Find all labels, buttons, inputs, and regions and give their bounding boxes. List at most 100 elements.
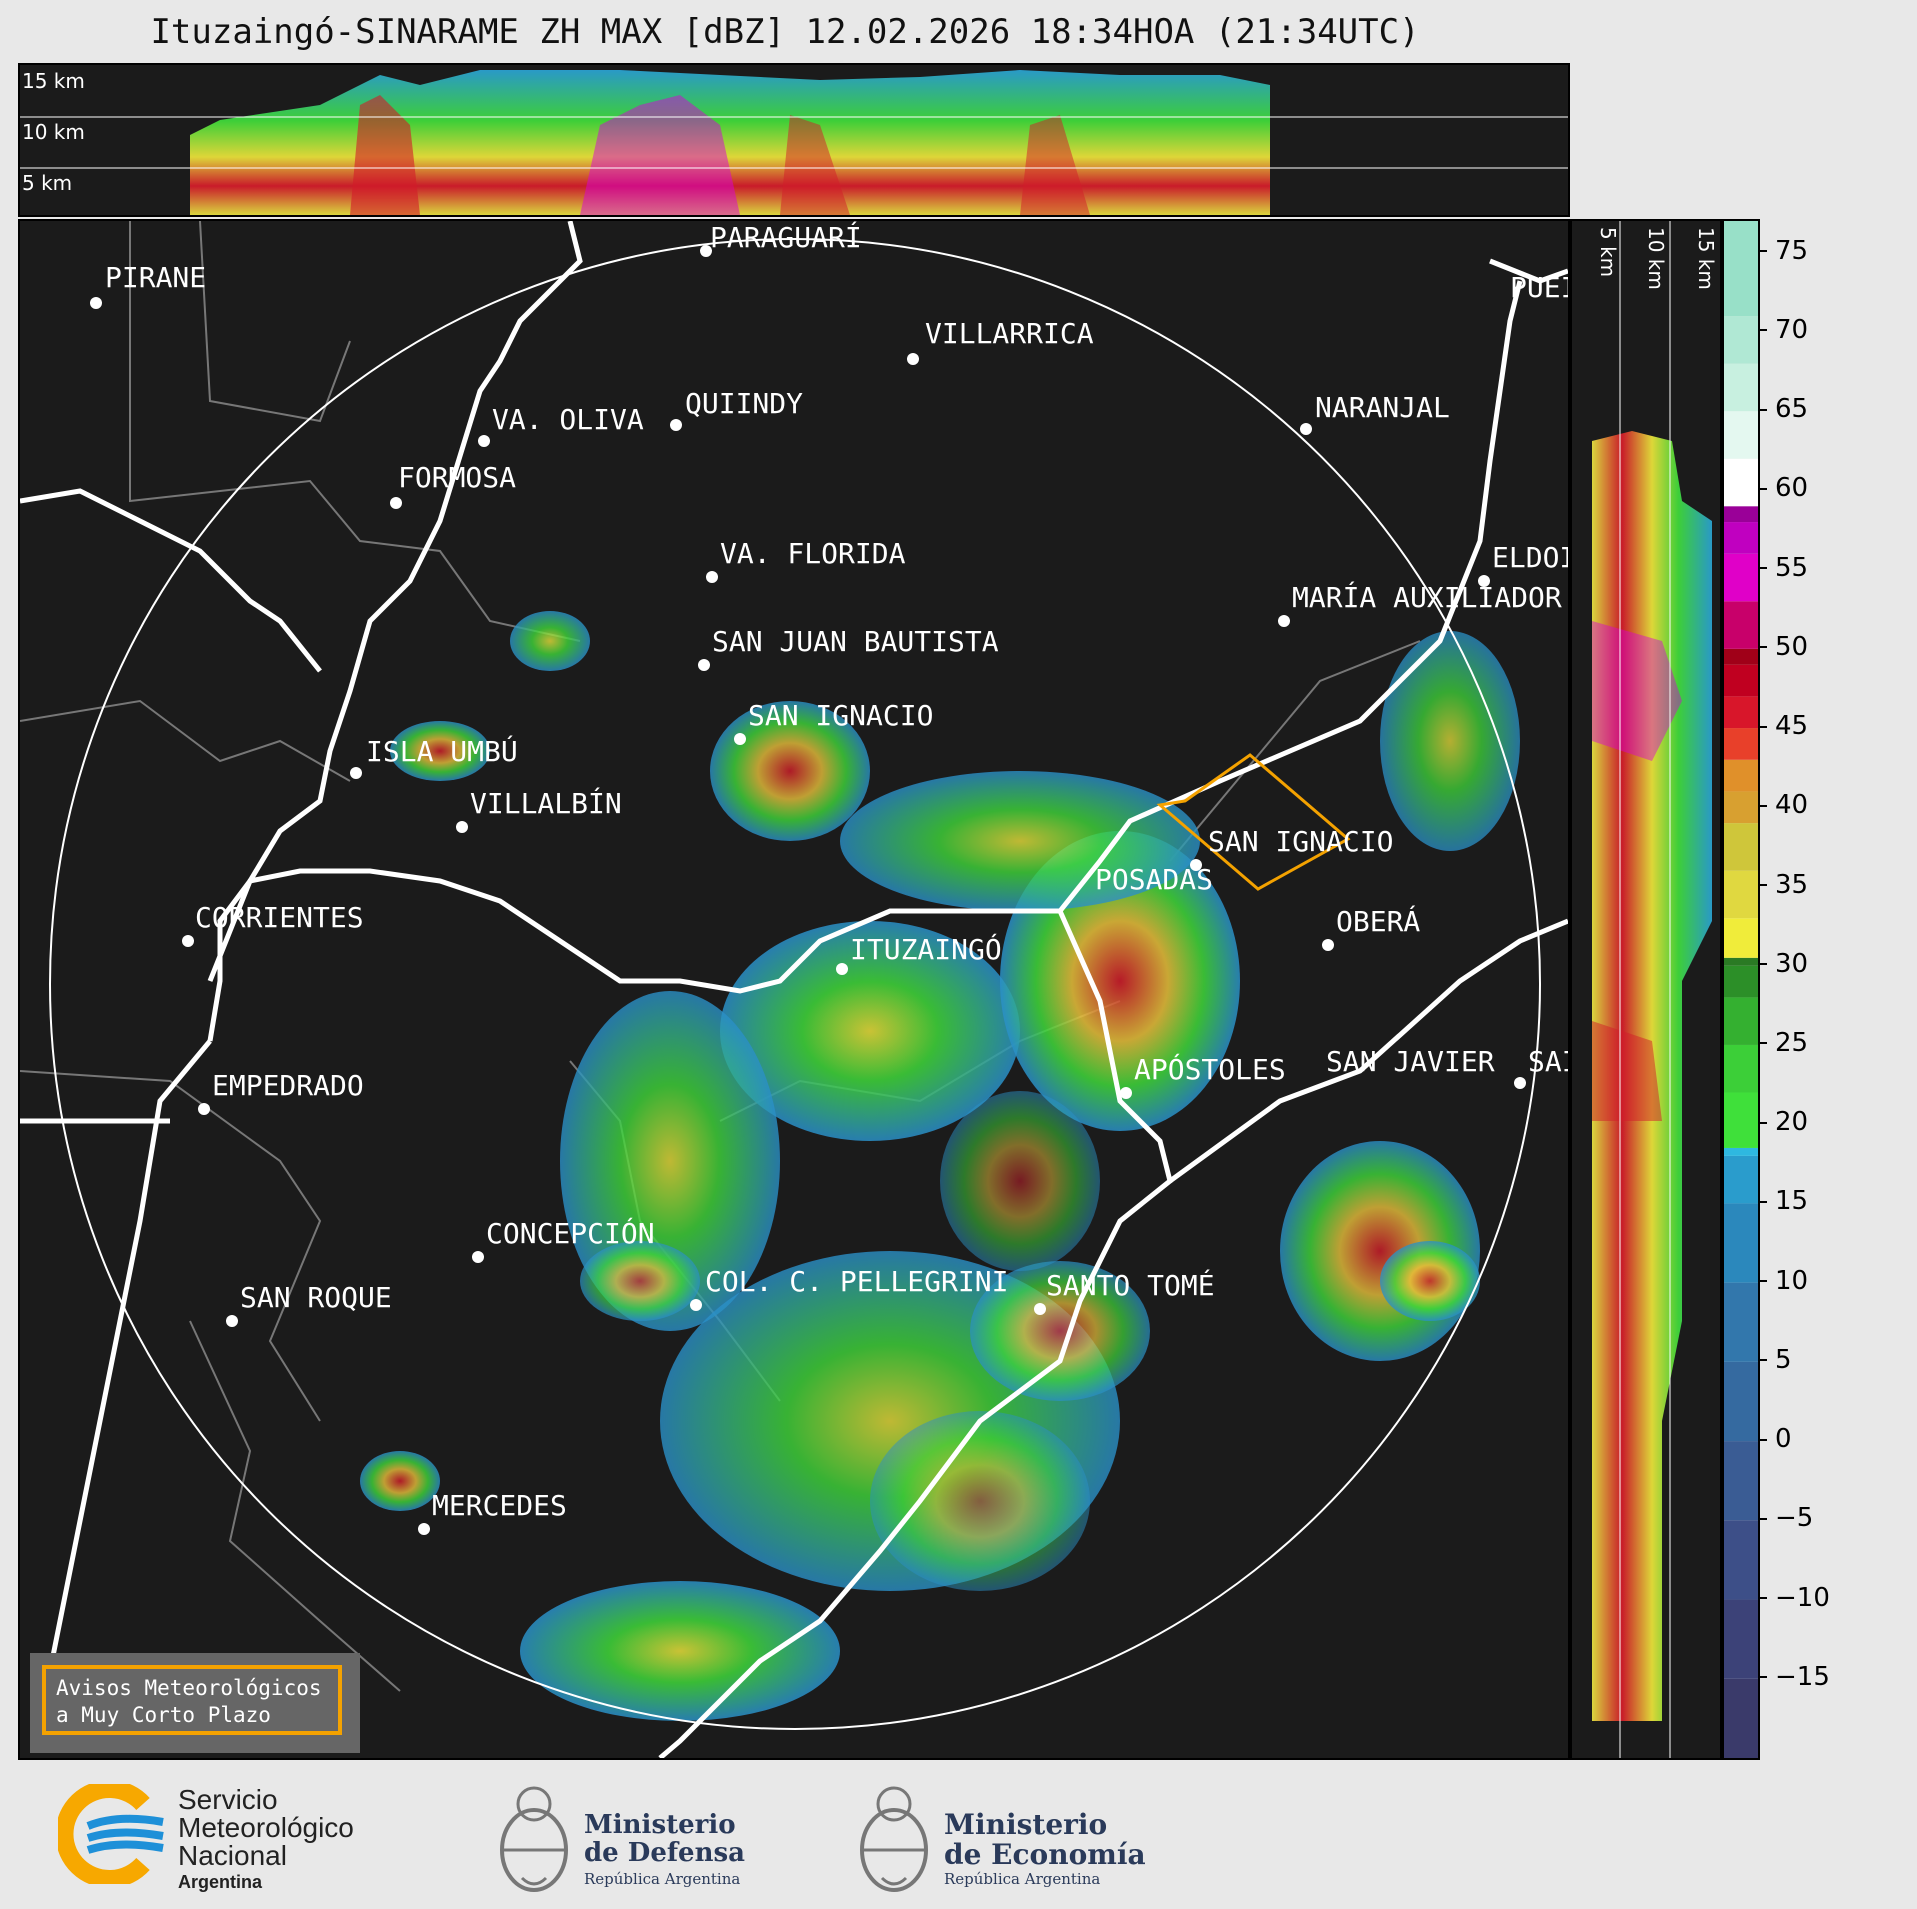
city-label-corrientes: CORRIENTES [195, 901, 364, 934]
colorbar-tick-label: 55 [1760, 553, 1808, 583]
city-label-ituzaingo: ITUZAINGÓ [850, 933, 1002, 966]
smn-line3: Nacional [178, 1840, 287, 1871]
colorbar-tick-label: 5 [1760, 1345, 1792, 1375]
colorbar-swatches [1724, 221, 1758, 1758]
colorbar-swatch [1724, 1092, 1758, 1148]
economia-coat-of-arms-icon [854, 1778, 934, 1898]
colorbar-swatch [1724, 316, 1758, 364]
top-height-label-5km: 5 km [22, 171, 73, 195]
warning-legend-line2: a Muy Corto Plazo [56, 1703, 271, 1727]
top-height-label-10km: 10 km [22, 120, 85, 144]
defensa-line1: Ministerio [584, 1810, 736, 1840]
city-dot [907, 353, 919, 365]
city-dot [472, 1251, 484, 1263]
colorbar-tick-label: 0 [1760, 1424, 1792, 1454]
city-label-puei: PUEI [1510, 271, 1568, 304]
city-label-villarrica: VILLARRICA [925, 317, 1094, 350]
economia-line2: de Economía [944, 1838, 1146, 1871]
colorbar-tick-label: 15 [1760, 1186, 1808, 1216]
city-dot [1034, 1303, 1046, 1315]
city-dot [1190, 859, 1202, 871]
smn-logo-icon [55, 1780, 164, 1888]
defensa-coat-of-arms-icon [494, 1778, 574, 1898]
economia-line1: Ministerio [944, 1808, 1108, 1841]
top-height-label-15km: 15 km [22, 69, 85, 93]
colorbar-swatch [1724, 1044, 1758, 1093]
colorbar-swatch [1724, 664, 1758, 697]
city-label-col-c-pellegrini: COL. C. PELLEGRINI [705, 1265, 1009, 1298]
colorbar-swatch [1724, 648, 1758, 665]
colorbar-tick-label: 50 [1760, 632, 1808, 662]
top-height-profile: 15 km 10 km 5 km [18, 63, 1570, 217]
colorbar-swatch [1724, 1520, 1758, 1600]
city-label-va-oliva: VA. OLIVA [492, 403, 644, 436]
city-dot [1278, 615, 1290, 627]
city-label-formosa: FORMOSA [398, 461, 517, 494]
city-label-santo-tome: SANTO TOMÉ [1046, 1269, 1215, 1302]
city-label-isla-umbu: ISLA UMBÚ [366, 735, 518, 768]
city-label-va-florida: VA. FLORIDA [720, 537, 906, 570]
colorbar-swatch [1724, 870, 1758, 919]
city-label-san-roque: SAN ROQUE [240, 1281, 392, 1314]
colorbar-swatch [1724, 1203, 1758, 1283]
colorbar-swatch [1724, 363, 1758, 412]
colorbar-tick-label: 60 [1760, 473, 1808, 503]
city-dot [198, 1103, 210, 1115]
city-dot [226, 1315, 238, 1327]
colorbar-tick-label: −10 [1760, 1583, 1830, 1613]
city-dot [1322, 939, 1334, 951]
colorbar-tick-label: 35 [1760, 870, 1808, 900]
city-dot [1478, 575, 1490, 587]
city-label-paraguari: PARAGUARÍ [710, 221, 862, 254]
colorbar-swatch [1724, 1282, 1758, 1362]
colorbar-swatch [1724, 823, 1758, 871]
colorbar-tick-label: 40 [1760, 790, 1808, 820]
range-ring [49, 238, 1541, 1730]
city-label-empedrado: EMPEDRADO [212, 1069, 364, 1102]
city-dot [418, 1523, 430, 1535]
city-dot [836, 963, 848, 975]
chart-title: Ituzaingó-SINARAME ZH MAX [dBZ] 12.02.20… [150, 12, 1420, 52]
colorbar-tick-label: 25 [1760, 1028, 1808, 1058]
smn-line2: Meteorológico [178, 1812, 354, 1843]
city-dot [90, 297, 102, 309]
city-label-san-javier: SAN JAVIER [1326, 1045, 1495, 1078]
city-dot [478, 435, 490, 447]
city-dot [1514, 1077, 1526, 1089]
colorbar-tick-label: 75 [1760, 236, 1808, 266]
warning-legend-frame: Avisos Meteorológicos a Muy Corto Plazo [42, 1665, 342, 1735]
economia-line3: República Argentina [944, 1870, 1101, 1888]
city-label-san-ignacio-py: SAN IGNACIO [748, 699, 934, 732]
colorbar-tick-label: −5 [1760, 1503, 1813, 1533]
colorbar-swatch [1724, 696, 1758, 729]
city-dot [350, 767, 362, 779]
city-label-pirane: PIRANE [105, 261, 207, 294]
city-label-san-ignacio-ar: SAN IGNACIO [1208, 825, 1394, 858]
warning-polygon [1156, 753, 1351, 891]
precipitation-echoes [360, 611, 1520, 1721]
side-height-profile: 5 km 10 km 15 km [1570, 219, 1722, 1760]
colorbar-tick-label: 65 [1760, 394, 1808, 424]
city-label-quiindy: QUIINDY [685, 387, 804, 420]
colorbar-tick-label: 30 [1760, 949, 1808, 979]
colorbar-swatch [1724, 1361, 1758, 1442]
colorbar-swatch [1724, 411, 1758, 459]
side-height-label-5km: 5 km [1596, 227, 1620, 278]
reflectivity-colorbar [1722, 219, 1760, 1760]
warning-legend: Avisos Meteorológicos a Muy Corto Plazo [30, 1653, 360, 1753]
colorbar-swatch [1724, 522, 1758, 554]
side-height-label-15km: 15 km [1694, 227, 1718, 290]
city-dot [670, 419, 682, 431]
city-dot [698, 659, 710, 671]
city-label-apostoles: APÓSTOLES [1134, 1053, 1286, 1086]
city-dot [706, 571, 718, 583]
colorbar-tick-label: 70 [1760, 315, 1808, 345]
radar-map: PARAGUARÍ PIRANE VILLARRICA QUIINDY VA. … [18, 219, 1570, 1760]
colorbar-tick-label: −15 [1760, 1662, 1830, 1692]
colorbar-tick-label: 20 [1760, 1107, 1808, 1137]
colorbar-swatch [1724, 918, 1758, 958]
city-dot [690, 1299, 702, 1311]
city-label-posadas: POSADAS [1095, 863, 1214, 896]
city-label-eldoi: ELDOI [1492, 541, 1570, 574]
colorbar-swatch [1724, 1678, 1758, 1758]
